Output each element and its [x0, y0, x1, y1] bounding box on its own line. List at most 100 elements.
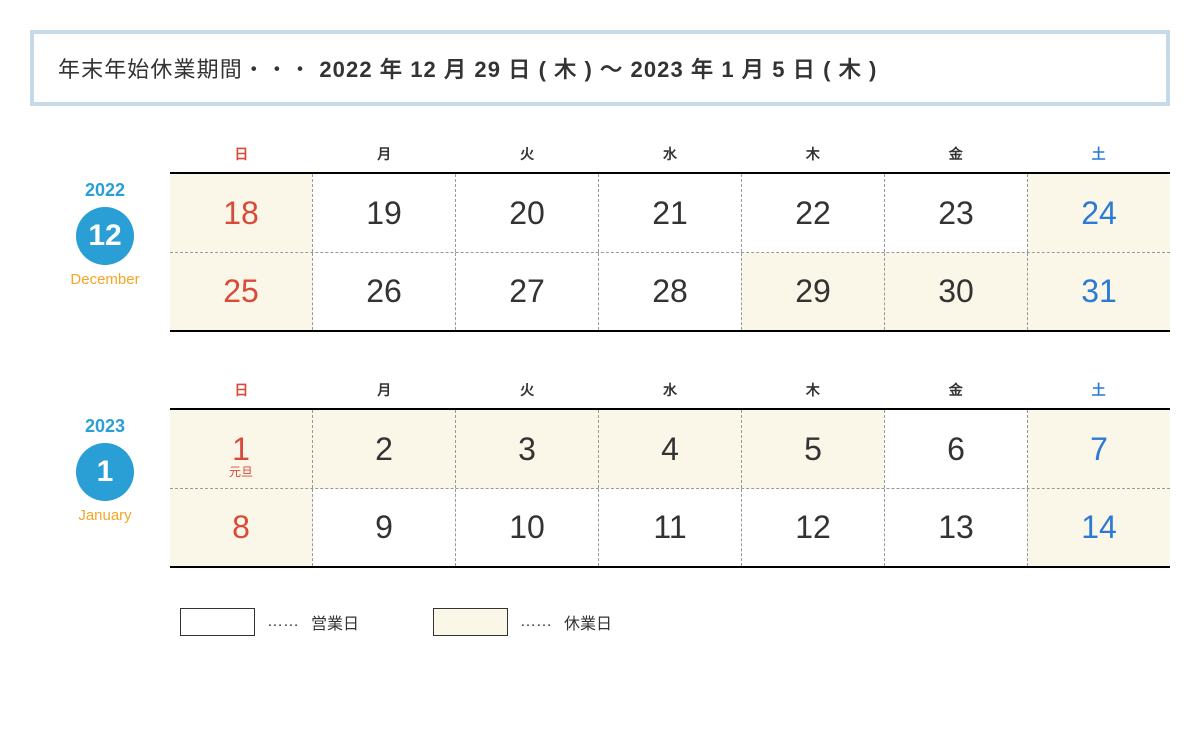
calendar-day-cell: 1元旦	[170, 410, 312, 488]
calendar-day-cell: 20	[455, 174, 598, 252]
month-year: 2023	[40, 416, 170, 437]
calendar-day-cell: 14	[1027, 489, 1170, 566]
calendar-day-cell: 7	[1027, 410, 1170, 488]
calendar-day-cell: 3	[455, 410, 598, 488]
day-number: 29	[795, 273, 831, 310]
legend-swatch-closed	[433, 608, 508, 636]
calendar-day-cell: 24	[1027, 174, 1170, 252]
day-of-week-label: 金	[884, 136, 1027, 172]
day-number: 22	[795, 195, 831, 232]
calendar-week-row: 25 26 27 28 29 30 31	[170, 252, 1170, 330]
legend: …… 営業日 …… 休業日	[30, 608, 1170, 636]
day-of-week-label: 金	[884, 372, 1027, 408]
day-number: 27	[509, 273, 545, 310]
day-number: 30	[938, 273, 974, 310]
calendar-grid: 日月火水木金土 18 19 20 21 22 23 24 25 26 27 28 29 30 31	[170, 136, 1170, 332]
day-of-week-label: 土	[1027, 136, 1170, 172]
day-number: 2	[375, 431, 393, 468]
day-number: 13	[938, 509, 974, 546]
day-number: 12	[795, 509, 831, 546]
day-number: 24	[1081, 195, 1117, 232]
month-year: 2022	[40, 180, 170, 201]
calendar-week-row: 8 9 10 11 12 13 14	[170, 488, 1170, 566]
calendar-day-cell: 22	[741, 174, 884, 252]
month-number-circle: 1	[76, 443, 134, 501]
calendar-week-row: 1元旦 2 3 4 5 6 7	[170, 410, 1170, 488]
day-number: 9	[375, 509, 393, 546]
day-of-week-label: 土	[1027, 372, 1170, 408]
calendar-day-cell: 8	[170, 489, 312, 566]
calendar-month: 202212December日月火水木金土1819202122232425262…	[30, 136, 1170, 332]
day-of-week-label: 水	[599, 136, 742, 172]
day-number: 6	[947, 431, 965, 468]
day-number: 11	[653, 509, 686, 546]
month-name-en: December	[40, 271, 170, 288]
calendar-body: 18 19 20 21 22 23 24 25 26 27 28 29 30 31	[170, 172, 1170, 332]
calendar-day-cell: 13	[884, 489, 1027, 566]
day-of-week-label: 火	[456, 136, 599, 172]
legend-closed-label: 休業日	[564, 610, 612, 634]
calendar-day-cell: 23	[884, 174, 1027, 252]
calendar-grid: 日月火水木金土1元旦234567891011121314	[170, 372, 1170, 568]
calendar-day-cell: 10	[455, 489, 598, 566]
month-number-circle: 12	[76, 207, 134, 265]
calendar-day-cell: 26	[312, 253, 455, 330]
day-number: 14	[1081, 509, 1117, 546]
calendar-day-cell: 2	[312, 410, 455, 488]
calendar-day-cell: 21	[598, 174, 741, 252]
calendar-day-cell: 30	[884, 253, 1027, 330]
day-number: 8	[232, 509, 250, 546]
header-range: 2022 年 12 月 29 日 ( 木 ) 〜 2023 年 1 月 5 日 …	[319, 57, 877, 82]
legend-sep: ……	[520, 613, 552, 631]
month-name-en: January	[40, 507, 170, 524]
day-number: 5	[804, 431, 822, 468]
day-number: 10	[509, 509, 545, 546]
day-number: 7	[1090, 431, 1108, 468]
calendar-day-cell: 29	[741, 253, 884, 330]
day-number: 26	[366, 273, 402, 310]
holiday-period-header: 年末年始休業期間・・・ 2022 年 12 月 29 日 ( 木 ) 〜 202…	[30, 30, 1170, 106]
day-of-week-row: 日月火水木金土	[170, 372, 1170, 408]
day-number: 25	[223, 273, 259, 310]
calendar-day-cell: 19	[312, 174, 455, 252]
calendar-day-cell: 4	[598, 410, 741, 488]
calendar-week-row: 18 19 20 21 22 23 24	[170, 174, 1170, 252]
day-of-week-label: 月	[313, 372, 456, 408]
calendar-day-cell: 18	[170, 174, 312, 252]
day-number: 28	[652, 273, 688, 310]
day-number: 3	[518, 431, 536, 468]
day-number: 21	[652, 195, 688, 232]
day-of-week-label: 月	[313, 136, 456, 172]
calendar-month: 20231January日月火水木金土1元旦234567891011121314	[30, 372, 1170, 568]
calendar-day-cell: 11	[598, 489, 741, 566]
header-prefix: 年末年始休業期間・・・	[58, 57, 312, 82]
day-number: 19	[366, 195, 402, 232]
day-of-week-label: 日	[170, 372, 313, 408]
calendar-day-cell: 12	[741, 489, 884, 566]
legend-sep: ……	[267, 613, 299, 631]
day-number: 18	[223, 195, 259, 232]
day-of-week-label: 水	[599, 372, 742, 408]
month-label: 2022 12 December	[40, 180, 170, 288]
month-label: 2023 1 January	[40, 416, 170, 524]
calendar-day-cell: 25	[170, 253, 312, 330]
day-sublabel: 元旦	[229, 463, 253, 480]
legend-swatch-open	[180, 608, 255, 636]
day-of-week-label: 木	[741, 372, 884, 408]
day-of-week-row: 日月火水木金土	[170, 136, 1170, 172]
calendar-day-cell: 28	[598, 253, 741, 330]
day-number: 20	[509, 195, 545, 232]
day-number: 4	[661, 431, 679, 468]
legend-open-label: 営業日	[311, 610, 359, 634]
calendar-day-cell: 31	[1027, 253, 1170, 330]
calendar-day-cell: 27	[455, 253, 598, 330]
calendar-day-cell: 9	[312, 489, 455, 566]
day-number: 31	[1081, 273, 1117, 310]
day-number: 1	[232, 431, 250, 468]
day-of-week-label: 木	[741, 136, 884, 172]
day-of-week-label: 火	[456, 372, 599, 408]
calendar-day-cell: 6	[884, 410, 1027, 488]
day-of-week-label: 日	[170, 136, 313, 172]
calendar-body: 1元旦 2 3 4 5 6 7 8 9 10 11 12 13 14	[170, 408, 1170, 568]
day-number: 23	[938, 195, 974, 232]
